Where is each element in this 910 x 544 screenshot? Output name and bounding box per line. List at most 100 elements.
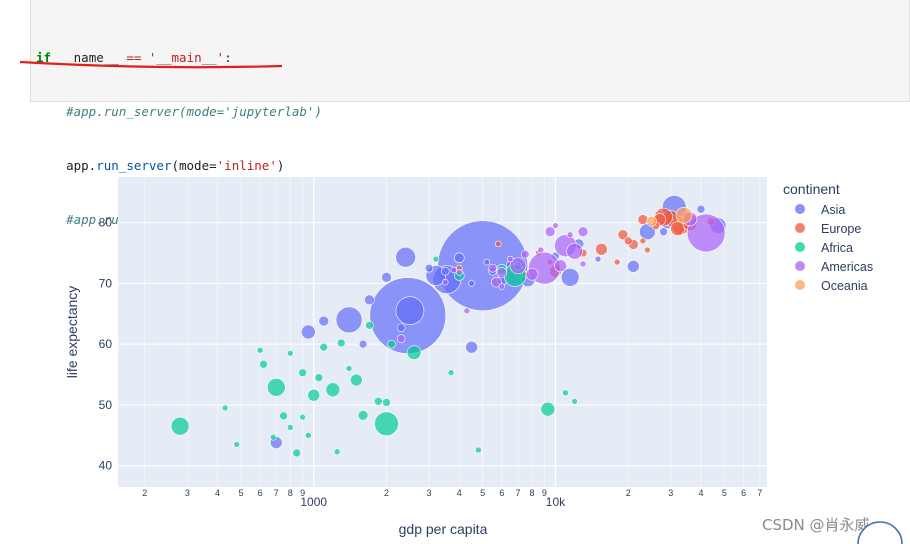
- data-point-americas[interactable]: [455, 269, 463, 276]
- data-point-africa[interactable]: [314, 373, 324, 382]
- data-point-africa[interactable]: [345, 365, 353, 372]
- data-point-americas[interactable]: [554, 259, 567, 273]
- data-point-asia[interactable]: [396, 323, 406, 333]
- data-point-asia[interactable]: [395, 246, 416, 268]
- data-point-africa[interactable]: [475, 446, 482, 454]
- data-point-americas[interactable]: [496, 267, 508, 278]
- legend-marker-americas[interactable]: [795, 261, 805, 271]
- legend-marker-europe[interactable]: [795, 223, 805, 233]
- data-point-africa[interactable]: [305, 432, 312, 439]
- data-point-africa[interactable]: [387, 339, 396, 349]
- data-point-asia[interactable]: [627, 260, 640, 273]
- data-point-americas[interactable]: [552, 222, 559, 229]
- data-point-asia[interactable]: [440, 266, 450, 276]
- data-point-asia[interactable]: [358, 339, 368, 349]
- legend[interactable]: Asia Europe Africa Americas Oceania: [795, 203, 873, 293]
- data-point-africa[interactable]: [349, 373, 363, 387]
- data-point-africa[interactable]: [233, 441, 240, 448]
- data-point-asia[interactable]: [483, 258, 491, 266]
- data-point-africa[interactable]: [298, 368, 307, 378]
- data-point-americas[interactable]: [544, 226, 556, 238]
- data-point-asia[interactable]: [318, 315, 330, 327]
- data-point-americas[interactable]: [577, 226, 589, 238]
- data-point-americas[interactable]: [488, 263, 498, 273]
- data-point-asia[interactable]: [696, 204, 706, 214]
- legend-item-asia[interactable]: Asia: [821, 203, 845, 217]
- data-point-africa[interactable]: [357, 409, 369, 421]
- data-point-africa[interactable]: [259, 359, 268, 369]
- data-point-americas[interactable]: [566, 231, 574, 239]
- data-point-africa[interactable]: [382, 398, 391, 407]
- data-point-africa[interactable]: [447, 369, 455, 377]
- data-point-africa[interactable]: [540, 401, 556, 417]
- data-point-americas[interactable]: [520, 249, 530, 259]
- scatter-points[interactable]: [170, 195, 727, 458]
- legend-item-europe[interactable]: Europe: [821, 222, 861, 236]
- data-point-africa[interactable]: [269, 433, 277, 441]
- data-point-africa[interactable]: [562, 389, 569, 397]
- data-point-africa[interactable]: [365, 321, 374, 330]
- legend-item-americas[interactable]: Americas: [821, 260, 873, 274]
- data-point-africa[interactable]: [256, 346, 264, 354]
- legend-item-oceania[interactable]: Oceania: [821, 279, 868, 293]
- data-point-africa[interactable]: [287, 349, 294, 357]
- legend-marker-africa[interactable]: [795, 242, 805, 252]
- data-point-americas[interactable]: [525, 267, 539, 281]
- data-point-asia[interactable]: [465, 340, 478, 354]
- data-point-oceania[interactable]: [675, 206, 693, 224]
- data-point-americas[interactable]: [463, 307, 471, 315]
- data-point-americas[interactable]: [566, 242, 583, 260]
- data-point-americas[interactable]: [509, 257, 527, 275]
- data-point-asia[interactable]: [381, 271, 392, 283]
- data-point-africa[interactable]: [333, 448, 341, 456]
- data-point-asia[interactable]: [453, 252, 465, 264]
- data-point-europe[interactable]: [637, 214, 649, 225]
- data-point-europe[interactable]: [623, 236, 633, 246]
- data-point-asia[interactable]: [335, 306, 363, 334]
- data-point-europe[interactable]: [617, 229, 629, 241]
- corner-widget-icon[interactable]: [857, 521, 903, 544]
- data-point-europe[interactable]: [613, 258, 621, 266]
- data-point-europe[interactable]: [670, 221, 685, 236]
- data-point-europe[interactable]: [595, 243, 608, 256]
- data-point-africa[interactable]: [325, 382, 341, 398]
- data-point-americas[interactable]: [506, 255, 514, 263]
- data-point-americas[interactable]: [537, 246, 545, 254]
- data-point-asia[interactable]: [468, 280, 475, 287]
- data-point-africa[interactable]: [299, 413, 306, 421]
- data-point-americas[interactable]: [498, 283, 506, 290]
- data-point-oceania[interactable]: [646, 216, 657, 227]
- data-point-americas[interactable]: [450, 266, 458, 274]
- data-point-asia[interactable]: [424, 263, 434, 273]
- data-point-asia[interactable]: [560, 267, 580, 287]
- data-point-africa[interactable]: [287, 424, 294, 431]
- legend-marker-oceania[interactable]: [795, 280, 805, 290]
- data-point-africa[interactable]: [279, 411, 288, 421]
- data-point-asia[interactable]: [395, 296, 425, 326]
- data-point-americas[interactable]: [686, 213, 726, 253]
- data-point-africa[interactable]: [374, 411, 399, 437]
- data-point-americas[interactable]: [579, 260, 587, 268]
- data-point-africa[interactable]: [406, 345, 422, 360]
- data-point-africa[interactable]: [374, 396, 383, 406]
- data-point-asia[interactable]: [301, 324, 316, 340]
- data-point-europe[interactable]: [639, 237, 647, 245]
- data-point-africa[interactable]: [221, 404, 229, 412]
- data-point-asia[interactable]: [594, 255, 602, 263]
- data-point-africa[interactable]: [170, 416, 190, 436]
- data-point-africa[interactable]: [292, 448, 301, 458]
- data-point-africa[interactable]: [266, 378, 286, 397]
- legend-marker-asia[interactable]: [795, 204, 805, 214]
- data-point-europe[interactable]: [494, 240, 502, 248]
- data-point-africa[interactable]: [319, 342, 329, 352]
- data-point-asia[interactable]: [659, 227, 668, 237]
- data-point-americas[interactable]: [491, 276, 502, 288]
- data-point-europe[interactable]: [644, 246, 651, 254]
- legend-item-africa[interactable]: Africa: [821, 241, 853, 255]
- data-point-africa[interactable]: [307, 388, 321, 402]
- data-point-africa[interactable]: [571, 397, 578, 405]
- data-point-americas[interactable]: [441, 278, 449, 286]
- data-point-africa[interactable]: [336, 338, 346, 348]
- data-point-asia[interactable]: [364, 294, 375, 306]
